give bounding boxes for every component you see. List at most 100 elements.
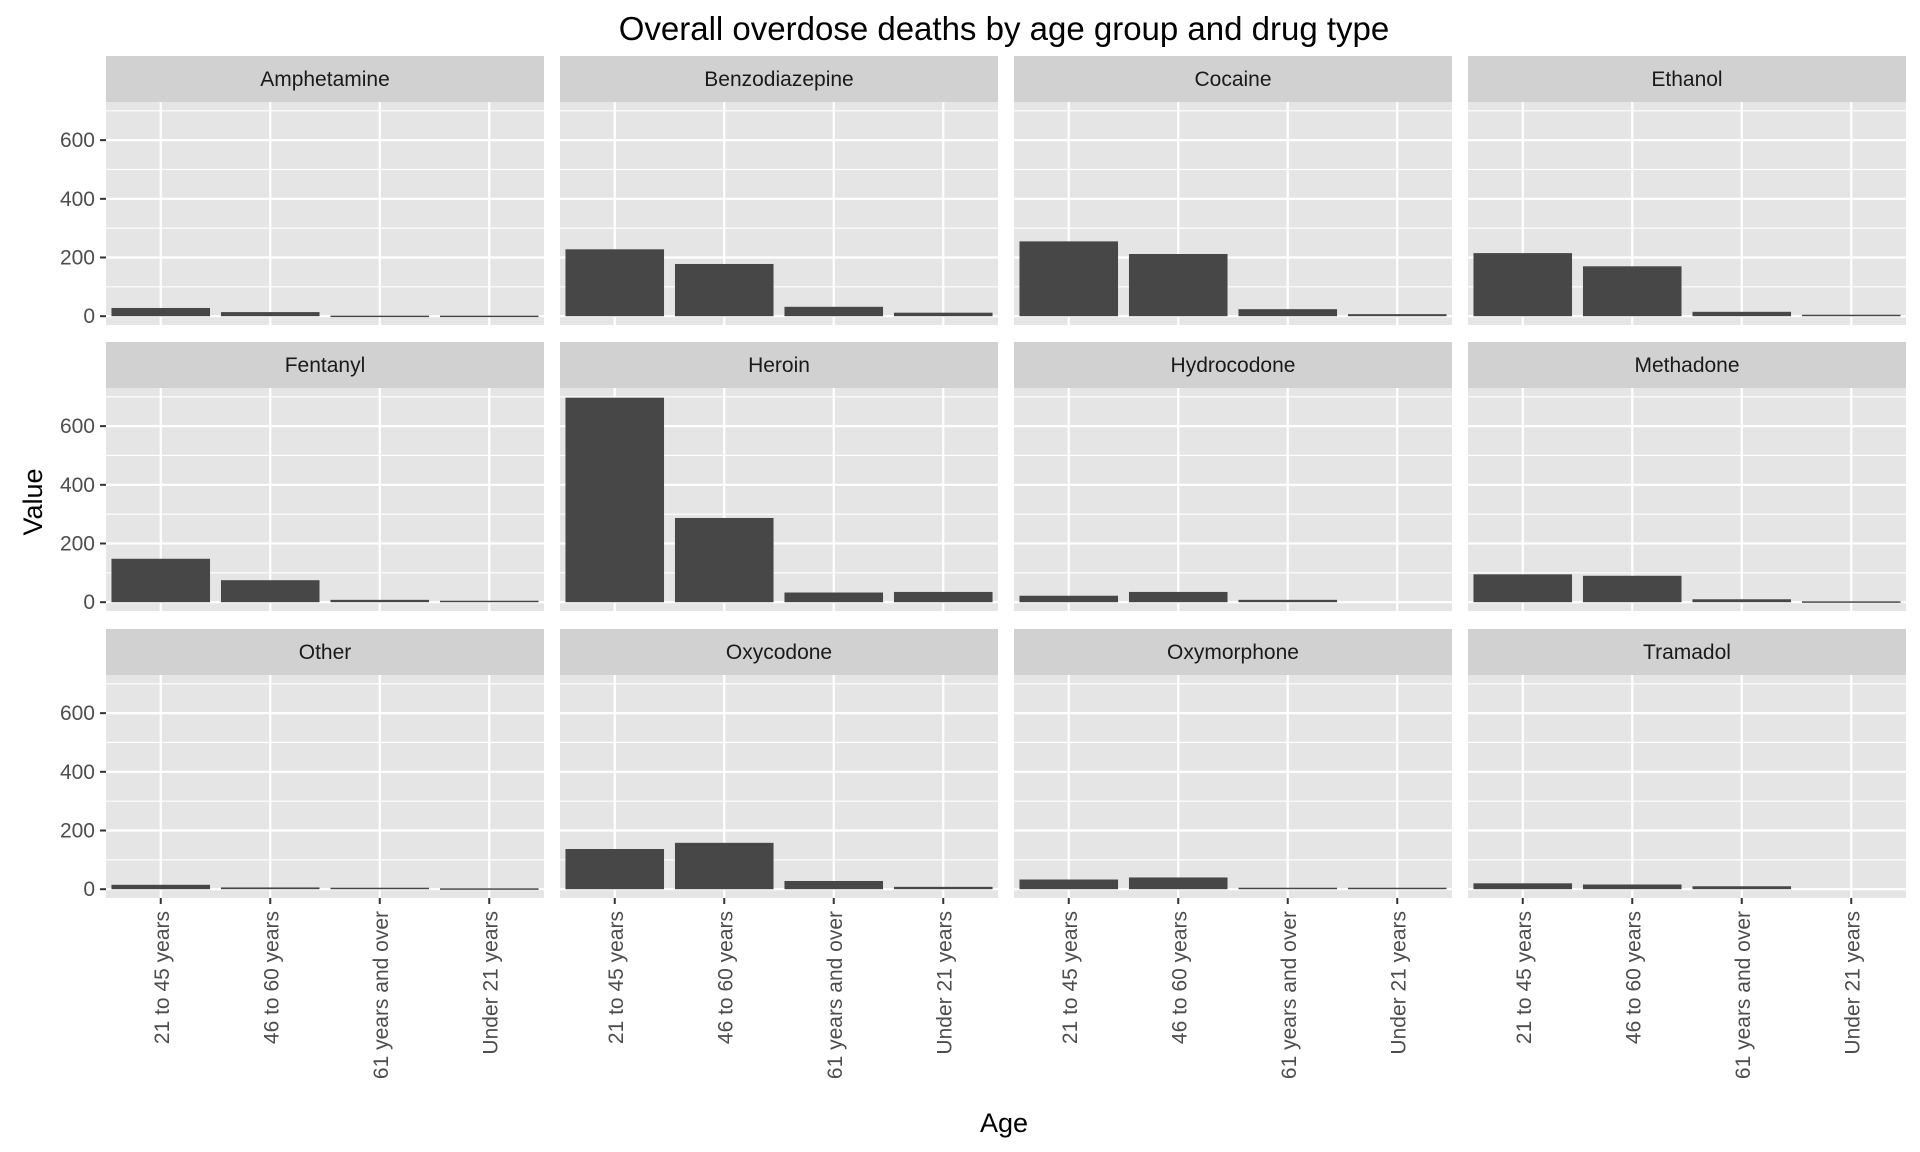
facet-methadone: Methadone bbox=[1468, 342, 1906, 611]
y-axis-title: Value bbox=[18, 468, 48, 535]
bar bbox=[1347, 314, 1447, 317]
bar bbox=[330, 599, 430, 603]
bar bbox=[1473, 574, 1573, 603]
x-tick-label: Under 21 years bbox=[933, 911, 956, 1055]
facet-other: Other bbox=[106, 629, 544, 898]
facet-ethanol: Ethanol bbox=[1468, 56, 1906, 325]
facet-strip bbox=[1468, 629, 1906, 675]
x-axis: 21 to 45 years 46 to 60 years 61 years and… bbox=[151, 898, 1864, 1079]
bar bbox=[674, 517, 774, 603]
bar bbox=[330, 887, 430, 890]
facet-fentanyl: Fentanyl bbox=[106, 342, 544, 611]
bar bbox=[893, 886, 993, 890]
x-tick-label: 61 years and over bbox=[1732, 911, 1755, 1079]
bar bbox=[111, 558, 211, 603]
bar bbox=[565, 249, 665, 317]
facet-oxymorphone: Oxymorphone bbox=[1014, 629, 1452, 898]
bar bbox=[439, 600, 539, 603]
bar bbox=[1582, 884, 1682, 890]
bar bbox=[1128, 877, 1228, 890]
bar bbox=[1238, 887, 1338, 890]
bar bbox=[1238, 599, 1338, 603]
bar bbox=[1019, 879, 1119, 890]
y-tick-label: 200 bbox=[60, 820, 95, 843]
panel-background bbox=[106, 675, 544, 898]
x-tick-label: 61 years and over bbox=[824, 911, 847, 1079]
facet-hydrocodone: Hydrocodone bbox=[1014, 342, 1452, 611]
x-tick-label: 21 to 45 years bbox=[151, 911, 174, 1044]
x-tick-label: 21 to 45 years bbox=[605, 911, 628, 1044]
facet-strip-label: Other bbox=[299, 641, 352, 664]
bar bbox=[893, 591, 993, 603]
y-tick-label: 0 bbox=[83, 591, 95, 614]
facet-benzodiazepine: Benzodiazepine bbox=[560, 56, 998, 325]
bar bbox=[1801, 601, 1901, 603]
facet-strip bbox=[560, 56, 998, 102]
y-tick-label: 400 bbox=[60, 474, 95, 497]
facet-strip-label: Benzodiazepine bbox=[704, 68, 853, 91]
x-tick-label: Under 21 years bbox=[1387, 911, 1410, 1055]
facet-strip bbox=[1014, 342, 1452, 388]
facet-panels: Amphetamine Benzodiazepine Cocaine Ethanol F… bbox=[106, 56, 1906, 898]
bar bbox=[220, 887, 320, 890]
y-tick-label: 600 bbox=[60, 415, 95, 438]
y-tick-label: 0 bbox=[83, 305, 95, 328]
y-tick-label: 400 bbox=[60, 188, 95, 211]
facet-strip bbox=[106, 342, 544, 388]
panel-background bbox=[1014, 675, 1452, 898]
y-tick-label: 600 bbox=[60, 702, 95, 725]
facet-strip bbox=[1014, 56, 1452, 102]
facet-strip-label: Ethanol bbox=[1651, 68, 1722, 91]
x-axis-title: Age bbox=[980, 1108, 1028, 1138]
bar bbox=[1801, 314, 1901, 317]
bar bbox=[1692, 311, 1792, 317]
bar bbox=[439, 315, 539, 318]
x-tick-label: 61 years and over bbox=[370, 911, 393, 1079]
facet-strip-label: Cocaine bbox=[1194, 68, 1271, 91]
bar bbox=[1347, 887, 1447, 890]
bar bbox=[330, 315, 430, 318]
facet-strip-label: Heroin bbox=[748, 354, 810, 377]
bar bbox=[1019, 241, 1119, 317]
bar bbox=[1238, 309, 1338, 317]
panel-background bbox=[1468, 675, 1906, 898]
bar bbox=[674, 263, 774, 317]
y-tick-label: 400 bbox=[60, 761, 95, 784]
bar bbox=[439, 888, 539, 890]
bar bbox=[1128, 591, 1228, 603]
x-tick-label: 46 to 60 years bbox=[1168, 911, 1191, 1044]
facet-strip bbox=[560, 629, 998, 675]
facet-strip bbox=[1468, 56, 1906, 102]
facet-strip bbox=[1468, 342, 1906, 388]
bar bbox=[565, 397, 665, 603]
facet-heroin: Heroin bbox=[560, 342, 998, 611]
facet-strip bbox=[106, 56, 544, 102]
bar bbox=[565, 848, 665, 890]
bar bbox=[893, 312, 993, 317]
bar bbox=[784, 306, 884, 317]
x-tick-label: Under 21 years bbox=[479, 911, 502, 1055]
facet-strip-label: Tramadol bbox=[1643, 641, 1731, 664]
bar bbox=[220, 312, 320, 317]
bar bbox=[111, 307, 211, 317]
bar bbox=[1692, 599, 1792, 603]
facet-oxycodone: Oxycodone bbox=[560, 629, 998, 898]
x-tick-label: Under 21 years bbox=[1841, 911, 1864, 1055]
y-tick-label: 200 bbox=[60, 533, 95, 556]
y-tick-label: 0 bbox=[83, 878, 95, 901]
bar bbox=[1582, 575, 1682, 603]
y-tick-label: 600 bbox=[60, 129, 95, 152]
bar bbox=[1473, 253, 1573, 317]
bar bbox=[220, 580, 320, 603]
facet-strip bbox=[1014, 629, 1452, 675]
x-tick-label: 21 to 45 years bbox=[1513, 911, 1536, 1044]
facet-amphetamine: Amphetamine bbox=[106, 56, 544, 325]
facet-strip-label: Methadone bbox=[1634, 354, 1739, 377]
facet-strip-label: Amphetamine bbox=[260, 68, 390, 91]
x-tick-label: 46 to 60 years bbox=[714, 911, 737, 1044]
x-tick-label: 46 to 60 years bbox=[260, 911, 283, 1044]
facet-cocaine: Cocaine bbox=[1014, 56, 1452, 325]
bar bbox=[1128, 253, 1228, 317]
bar bbox=[674, 842, 774, 890]
